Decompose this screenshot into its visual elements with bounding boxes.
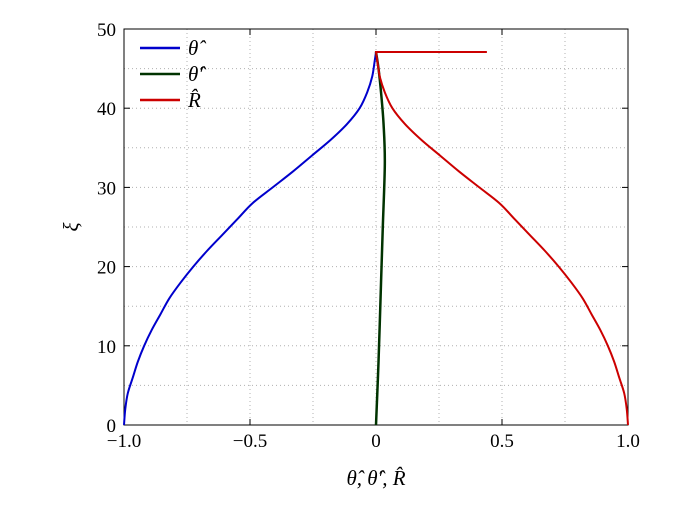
series-line-1 (123, 51, 377, 426)
legend: θ̂ θ̂′ R̂ (140, 36, 206, 112)
y-axis-label: ξ (59, 223, 83, 232)
x-tick-label: −0.5 (233, 431, 267, 452)
x-tick-label: −1.0 (107, 431, 141, 452)
legend-label-1: θ̂ (188, 36, 206, 60)
legend-label-2: θ̂′ (188, 62, 206, 86)
y-tick-label: 20 (97, 258, 116, 279)
y-tick-label: 30 (97, 178, 116, 199)
x-tick-label: 0 (371, 431, 381, 452)
legend-label-3: R̂ (187, 88, 201, 112)
x-tick-label: 1.0 (616, 431, 640, 452)
x-tick-label: 0.5 (490, 431, 514, 452)
y-tick-label: 40 (97, 99, 116, 120)
series-group (123, 50, 629, 426)
y-tick-label: 0 (107, 416, 117, 437)
x-axis-label: θ̂, θ̂′, R̂ (346, 466, 405, 490)
series-line-3 (374, 50, 629, 426)
ticks: −1.0 −0.5 0 0.5 1.0 0 10 20 30 40 50 (97, 20, 640, 452)
y-tick-label: 50 (97, 20, 116, 41)
y-tick-label: 10 (97, 337, 116, 358)
